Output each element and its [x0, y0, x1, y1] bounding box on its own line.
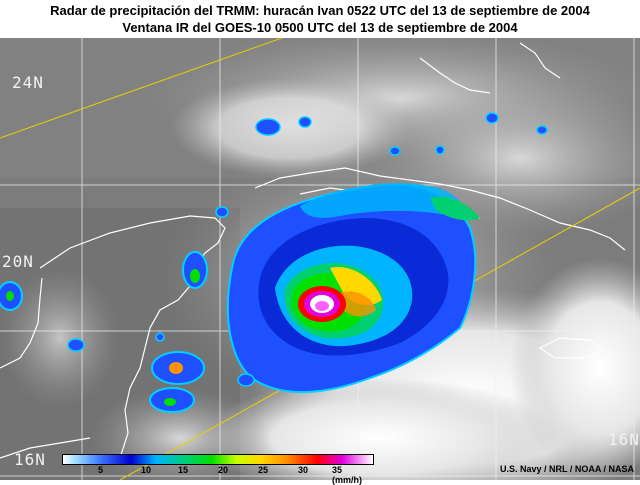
rain-bands: [0, 112, 548, 413]
colorbar-tick-25: 25: [258, 465, 269, 475]
precipitation-colorbar: 5 10 15 20 25 30 35 (mm/h): [62, 454, 374, 485]
colorbar-strip: [62, 454, 374, 465]
lat-label-16n: 16N: [608, 430, 640, 449]
colorbar-tick-35: 35 (mm/h): [332, 465, 362, 485]
colorbar-tick-15: 15: [178, 465, 189, 475]
lat-label-16n-left: 16N: [14, 450, 46, 469]
satellite-radar-image: [0, 38, 640, 480]
colorbar-tick-30: 30: [298, 465, 309, 475]
colorbar-tick-10: 10: [141, 465, 152, 475]
lat-label-20n: 20N: [2, 252, 34, 271]
colorbar-tick-5: 5: [98, 465, 104, 475]
title-line-1: Radar de precipitación del TRMM: huracán…: [50, 3, 590, 18]
lat-label-24n: 24N: [12, 73, 44, 92]
image-credit: U.S. Navy / NRL / NOAA / NASA: [499, 464, 634, 474]
title-line-2: Ventana IR del GOES-10 0500 UTC del 13 d…: [122, 20, 518, 35]
colorbar-tick-20: 20: [218, 465, 229, 475]
